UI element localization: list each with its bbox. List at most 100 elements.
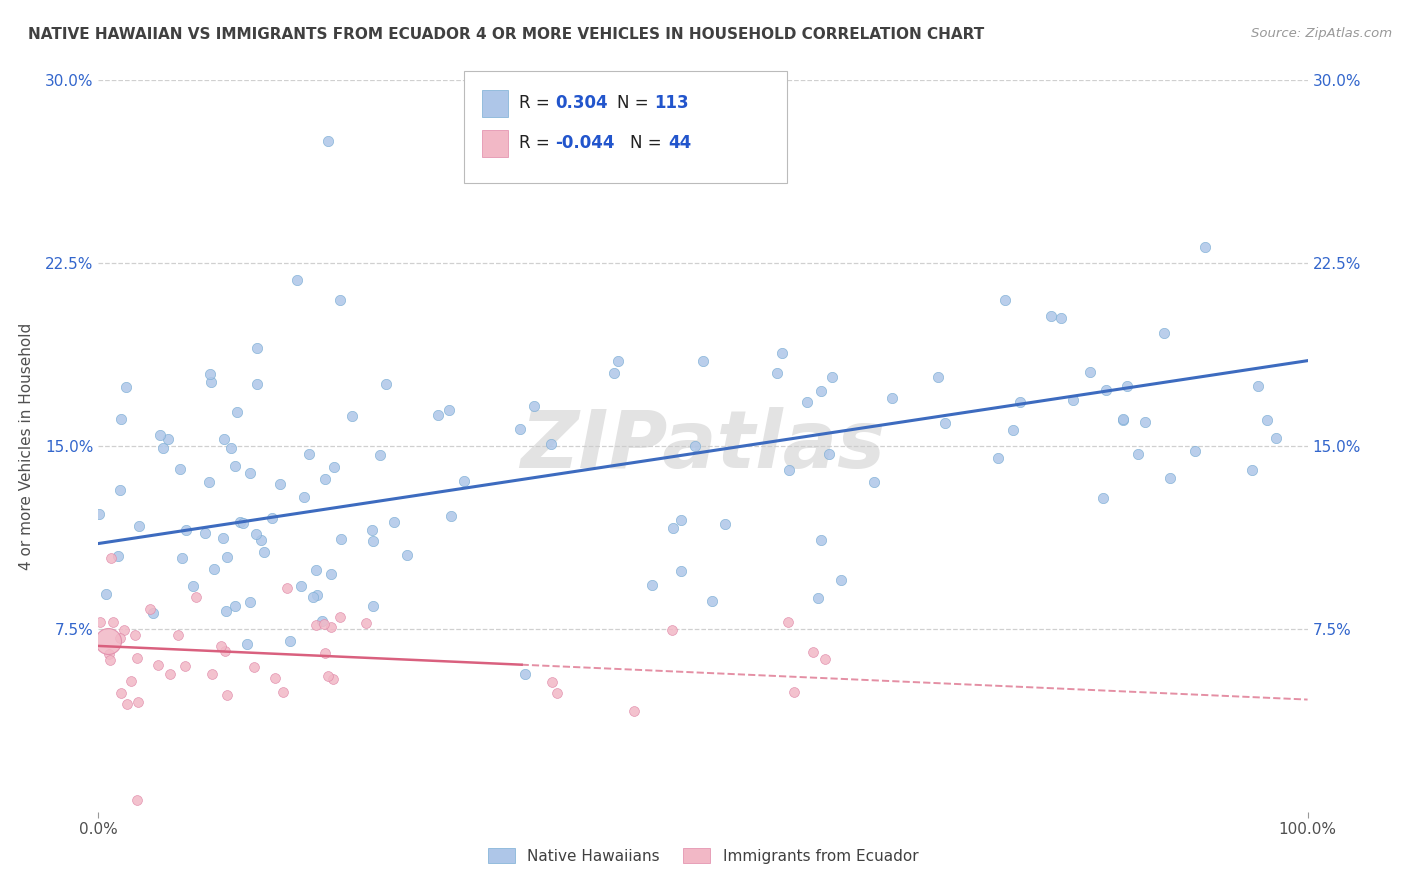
Point — [540, 437, 562, 451]
Point — [149, 427, 172, 442]
Text: R =: R = — [519, 94, 550, 112]
Point — [200, 375, 222, 389]
Point — [157, 432, 180, 446]
Point — [546, 685, 568, 699]
Point — [523, 399, 546, 413]
Point — [319, 566, 342, 581]
Point — [128, 519, 150, 533]
Text: -0.044: -0.044 — [555, 134, 614, 152]
Point — [821, 369, 844, 384]
Point — [640, 578, 662, 592]
Point — [214, 644, 236, 658]
Point — [97, 647, 120, 661]
Point — [329, 610, 352, 624]
Point — [200, 367, 222, 381]
Point — [509, 422, 531, 436]
Point — [101, 615, 124, 630]
Point — [142, 606, 165, 620]
Point — [322, 672, 344, 686]
Point — [97, 634, 120, 648]
Text: 113: 113 — [654, 94, 689, 112]
Point — [1001, 423, 1024, 437]
Point — [290, 579, 312, 593]
Point — [246, 341, 269, 355]
Point — [880, 391, 903, 405]
Point — [305, 563, 328, 577]
Point — [1040, 309, 1063, 323]
Point — [198, 475, 221, 490]
Point — [186, 590, 208, 604]
Point — [169, 462, 191, 476]
Text: NATIVE HAWAIIAN VS IMMIGRANTS FROM ECUADOR 4 OR MORE VEHICLES IN HOUSEHOLD CORRE: NATIVE HAWAIIAN VS IMMIGRANTS FROM ECUAD… — [28, 27, 984, 42]
Point — [669, 513, 692, 527]
Point — [329, 293, 352, 307]
Point — [1115, 379, 1137, 393]
Point — [120, 673, 142, 688]
Point — [994, 293, 1017, 307]
Point — [246, 376, 269, 391]
Point — [396, 548, 419, 562]
Point — [783, 685, 806, 699]
Point — [98, 653, 121, 667]
Point — [1135, 415, 1157, 429]
Point — [278, 634, 301, 648]
Point — [219, 442, 242, 456]
Point — [89, 615, 111, 629]
Point — [1241, 463, 1264, 477]
Point — [146, 657, 169, 672]
Point — [1126, 448, 1149, 462]
Point — [340, 409, 363, 423]
Point — [94, 586, 117, 600]
Point — [1080, 365, 1102, 379]
Point — [276, 581, 298, 595]
Point — [302, 591, 325, 605]
Point — [183, 579, 205, 593]
Point — [238, 466, 260, 480]
Point — [1095, 384, 1118, 398]
Point — [765, 159, 787, 173]
Point — [209, 639, 232, 653]
Point — [87, 507, 110, 521]
Point — [124, 628, 146, 642]
Point — [307, 588, 329, 602]
Point — [603, 366, 626, 380]
Point — [810, 533, 832, 547]
Point — [374, 376, 396, 391]
Point — [152, 442, 174, 456]
Point — [1062, 392, 1084, 407]
Point — [127, 650, 149, 665]
Point — [174, 523, 197, 537]
Point — [818, 447, 841, 461]
Point — [224, 599, 246, 614]
Point — [110, 412, 132, 426]
Point — [692, 353, 714, 368]
Point — [319, 620, 342, 634]
Text: 0.304: 0.304 — [555, 94, 607, 112]
Point — [127, 695, 149, 709]
Point — [229, 515, 252, 529]
Point — [661, 623, 683, 637]
Point — [314, 646, 336, 660]
Point — [1008, 394, 1031, 409]
Point — [778, 463, 800, 477]
Point — [271, 685, 294, 699]
Point — [382, 515, 405, 529]
Point — [316, 668, 339, 682]
Point — [269, 476, 291, 491]
Point — [683, 439, 706, 453]
Point — [239, 595, 262, 609]
Point — [623, 704, 645, 718]
Point — [330, 532, 353, 546]
Point — [212, 432, 235, 446]
Point — [253, 545, 276, 559]
Point — [363, 599, 385, 613]
Point — [108, 483, 131, 498]
Point — [1247, 379, 1270, 393]
Point — [702, 593, 724, 607]
Point — [1112, 413, 1135, 427]
Point — [426, 408, 449, 422]
Point — [115, 379, 138, 393]
Point — [236, 637, 259, 651]
Point — [368, 448, 391, 462]
Point — [541, 674, 564, 689]
